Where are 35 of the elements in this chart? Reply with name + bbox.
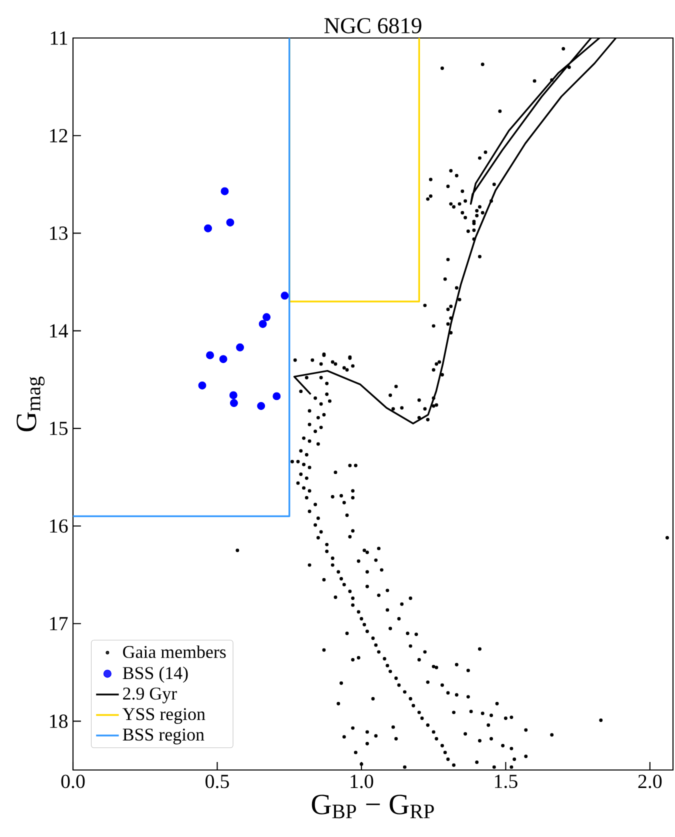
point	[204, 224, 212, 232]
x-tick-label: 1.5	[494, 774, 518, 788]
y-tick-label: 17	[50, 617, 68, 630]
x-tick-label: 1.0	[350, 774, 374, 788]
legend-label: YSS region	[122, 708, 206, 724]
point	[236, 343, 244, 352]
y-tick-label: 14	[50, 324, 68, 338]
point	[280, 292, 289, 300]
legend-label: BSS (14)	[122, 666, 188, 683]
point	[219, 355, 228, 364]
x-axis-title: G$_{BP}$ − G$_{RP}$	[312, 794, 434, 818]
point	[206, 351, 214, 360]
x-tick-label: 0.0	[61, 774, 85, 788]
y-tick-label: 15	[50, 422, 68, 436]
y-axis-title: G$_{mag}$	[16, 376, 45, 432]
point	[262, 313, 271, 322]
chart-title: NGC 6819	[324, 18, 422, 34]
point	[226, 218, 234, 226]
point	[257, 402, 266, 410]
y-tick-label: 18	[50, 714, 68, 728]
x-tick-label: 0.5	[206, 774, 229, 788]
point	[258, 320, 267, 328]
legend-label: Gaia members	[123, 645, 226, 658]
y-tick-label: 16	[50, 519, 68, 533]
y-tick-label: 13	[50, 226, 68, 240]
y-tick-label: 12	[50, 129, 68, 142]
point	[198, 381, 206, 390]
x-tick-label: 2.0	[638, 774, 662, 788]
y-tick-label: 11	[50, 31, 68, 45]
point	[220, 187, 229, 196]
point	[230, 399, 238, 408]
point	[229, 391, 238, 400]
legend-label: 2.9 Gyr	[123, 688, 177, 704]
legend-label: BSS region	[122, 728, 204, 744]
point	[272, 392, 281, 400]
